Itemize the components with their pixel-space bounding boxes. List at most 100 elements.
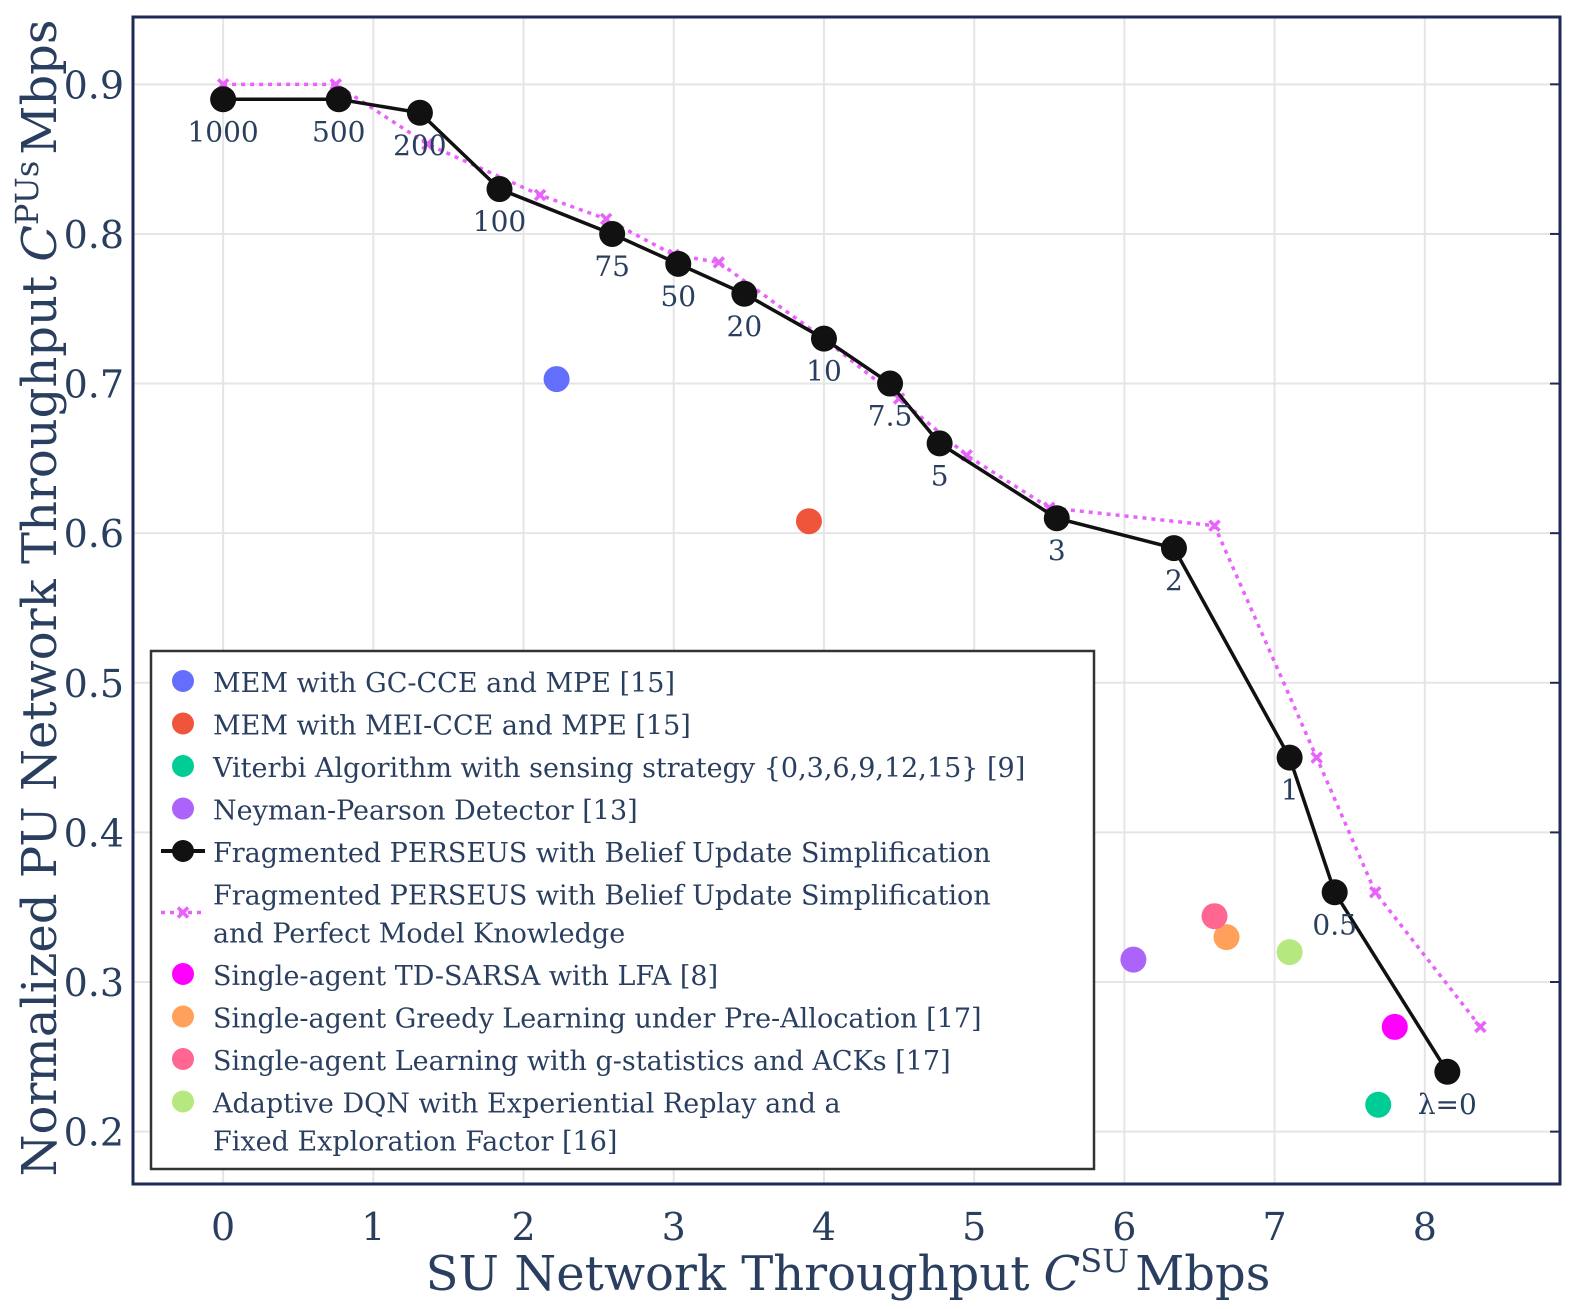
legend-label: Fixed Exploration Factor [16]: [213, 1127, 617, 1158]
legend: MEM with GC-CCE and MPE [15] MEM with MEI…: [149, 649, 1096, 1171]
point-label: 50: [660, 280, 696, 313]
y-axis-title-unit: Mbps: [12, 19, 68, 154]
legend-label: Single-agent Learning with g-statistics …: [213, 1046, 951, 1077]
point-label: 500: [312, 115, 365, 148]
perseus-marker: [877, 370, 904, 397]
point-label: 100: [473, 205, 526, 238]
legend-label: Viterbi Algorithm with sensing strategy …: [212, 753, 1025, 784]
x-axis-title-label: SU Network Throughput: [426, 1246, 1030, 1302]
legend-marker: [172, 670, 194, 692]
scatter-point: [1365, 1091, 1392, 1118]
point-label: 200: [393, 129, 446, 162]
legend-label: Fragmented PERSEUS with Belief Update Si…: [213, 838, 991, 869]
y-tick-label: 0.3: [64, 961, 124, 1005]
perfect-model-marker: [1208, 519, 1221, 532]
scatter-point: [1381, 1013, 1408, 1040]
legend-marker: [172, 797, 194, 820]
y-axis-title-label: Normalized PU Network Throughput: [12, 276, 68, 1177]
scatter-point: [543, 366, 570, 393]
x-tick-labels: 0 1 2 3 4 5 6 7 8: [211, 1205, 1437, 1249]
legend-label: MEM with MEI-CCE and MPE [15]: [213, 711, 691, 742]
y-tick-label: 0.8: [64, 213, 124, 257]
legend-label: Single-agent Greedy Learning under Pre-A…: [213, 1004, 982, 1035]
y-axis-title-sup: PUs: [8, 161, 46, 225]
x-tick-label: 2: [511, 1205, 535, 1249]
plot-frame: [131, 15, 1562, 1186]
x-tick-label: 6: [1112, 1205, 1136, 1249]
perfect-model-marker: [421, 137, 434, 151]
legend-label: MEM with GC-CCE and MPE [15]: [213, 668, 675, 699]
point-label: 20: [727, 310, 763, 343]
perseus-marker: [406, 99, 433, 126]
x-tick-label: 0: [211, 1205, 235, 1249]
legend-label: and Perfect Model Knowledge: [213, 919, 625, 950]
series-layer: [210, 78, 1487, 1118]
legend-box: [149, 649, 1096, 1171]
perfect-model-marker: [1474, 1020, 1487, 1034]
x-tick-label: 8: [1413, 1205, 1437, 1249]
x-axis-title-sup: SU: [1080, 1242, 1129, 1280]
perseus-marker: [486, 176, 513, 203]
x-tick-label: 3: [662, 1205, 686, 1249]
scatter-point: [1213, 924, 1240, 951]
legend-marker: [172, 712, 194, 735]
y-axis-title-symbol: C: [12, 225, 68, 262]
scatter-point: [795, 508, 822, 535]
y-tick-label: 0.2: [64, 1111, 124, 1155]
x-tick-label: 1: [361, 1205, 385, 1249]
legend-marker: [172, 963, 194, 985]
legend-label: Adaptive DQN with Experiential Replay an…: [212, 1089, 841, 1120]
point-label: λ=0: [1418, 1088, 1477, 1121]
perseus-marker: [810, 325, 837, 352]
x-axis-title-symbol: C: [1043, 1246, 1080, 1302]
perfect-model-marker: [1369, 886, 1382, 899]
y-tick-labels: 0.2 0.3 0.4 0.5 0.6 0.7 0.8 0.9: [64, 63, 124, 1154]
point-label: 2: [1165, 564, 1183, 597]
legend-marker: [172, 1090, 194, 1113]
point-label: 3: [1048, 534, 1066, 567]
y-tick-label: 0.7: [64, 363, 124, 407]
legend-label: Fragmented PERSEUS with Belief Update Si…: [213, 881, 991, 912]
y-tick-label: 0.5: [64, 662, 124, 706]
perfect-model-marker: [712, 256, 726, 269]
perseus-marker: [926, 430, 953, 457]
legend-label: Neyman-Pearson Detector [13]: [213, 796, 638, 827]
x-tick-label: 4: [812, 1205, 836, 1249]
x-axis-title: SU Network Throughput CSU Mbps: [426, 1242, 1271, 1302]
legend-marker: [172, 840, 194, 862]
perseus-marker: [599, 220, 626, 247]
scatter-point: [1120, 946, 1147, 973]
perseus-marker: [1434, 1058, 1461, 1085]
point-label: 75: [594, 250, 630, 283]
legend-marker: [172, 1048, 194, 1070]
perseus-marker: [325, 86, 352, 113]
point-label: 1: [1281, 774, 1299, 807]
perseus-marker: [210, 86, 237, 113]
point-label: 5: [931, 459, 949, 492]
point-label: 0.5: [1312, 908, 1357, 941]
perseus-marker: [1321, 879, 1348, 906]
perseus-marker: [1276, 744, 1303, 771]
x-tick-label: 7: [1263, 1205, 1287, 1249]
perseus-marker: [665, 250, 692, 277]
y-tick-label: 0.9: [64, 63, 124, 107]
perseus-marker: [1043, 505, 1070, 532]
scatter-point: [1201, 903, 1228, 930]
point-label: 10: [806, 355, 842, 388]
legend-marker: [172, 1005, 194, 1028]
x-tick-label: 5: [962, 1205, 986, 1249]
legend-marker: [172, 755, 194, 777]
y-tick-label: 0.6: [64, 512, 124, 556]
scatter-point: [1276, 939, 1303, 966]
point-label: 1000: [187, 115, 258, 148]
point-label-layer: 1000 500 200 100 75 50 20 10 7.5 5 3 2 1 0.5 λ=0: [187, 115, 1477, 1121]
x-axis-title-unit: Mbps: [1135, 1246, 1270, 1302]
legend-label: Single-agent TD-SARSA with LFA [8]: [213, 961, 718, 992]
perseus-marker: [1160, 535, 1187, 562]
y-tick-label: 0.4: [64, 811, 124, 855]
legend-marker: [176, 906, 190, 919]
perfect-model-marker: [1310, 751, 1323, 764]
point-label: 7.5: [868, 400, 913, 433]
perseus-marker: [731, 280, 758, 307]
